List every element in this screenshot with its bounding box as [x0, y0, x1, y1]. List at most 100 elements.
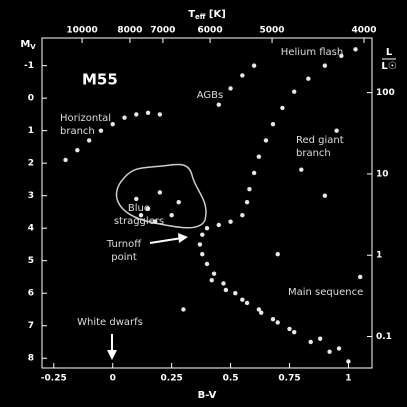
x-tick-label: 0.5 [223, 374, 239, 384]
star [204, 225, 210, 231]
annotation: Blue stragglers [114, 203, 164, 227]
y-tick-label: 1 [28, 126, 34, 136]
star [322, 63, 328, 68]
star [292, 330, 297, 335]
star [110, 121, 115, 127]
star [169, 212, 174, 218]
star [339, 53, 344, 59]
x2-tick-label: 4000 [351, 26, 376, 36]
star [334, 128, 339, 133]
star [322, 193, 328, 198]
star [86, 138, 92, 143]
star [63, 157, 68, 163]
star [138, 212, 144, 218]
x2-axis-label: Teff [K] [188, 9, 226, 21]
star [263, 138, 269, 143]
star [308, 339, 313, 345]
star [244, 300, 250, 306]
star [98, 128, 104, 133]
y2-tick-label: 100 [376, 88, 395, 98]
y2-label-den: L☉ [381, 61, 396, 72]
star [157, 190, 163, 195]
star [256, 154, 262, 159]
star [216, 222, 221, 228]
star [287, 326, 292, 332]
star [247, 186, 252, 192]
x-tick-label: 0 [110, 374, 116, 384]
star [346, 359, 351, 364]
y-tick-label: 0 [28, 94, 34, 104]
annotation: Red giant branch [296, 135, 344, 159]
star [270, 121, 276, 127]
star [251, 170, 257, 176]
star [240, 212, 245, 218]
star [358, 274, 363, 280]
star [306, 76, 311, 81]
star [197, 242, 203, 247]
y2-label-num: L [386, 47, 393, 58]
star [259, 310, 264, 315]
star [134, 112, 139, 117]
x2-tick-label: 5000 [260, 26, 285, 36]
y-tick-label: 5 [28, 256, 34, 266]
star [228, 219, 233, 224]
x-axis-label: B-V [198, 390, 217, 401]
star [221, 281, 226, 286]
y-tick-label: 7 [28, 321, 34, 331]
x2-tick-label: 7000 [150, 26, 175, 36]
star [200, 232, 205, 237]
star [275, 252, 280, 257]
y2-tick-label: 1 [376, 251, 382, 261]
y-tick-label: 6 [28, 289, 34, 299]
star [240, 73, 245, 78]
star [251, 63, 257, 68]
annotation: Main sequence [288, 287, 363, 298]
straggler-outline [115, 163, 207, 229]
annotation: Turnoff point [106, 239, 142, 263]
x2-tick-label: 6000 [198, 26, 223, 36]
star [244, 199, 250, 205]
star [145, 110, 151, 115]
star [317, 336, 323, 341]
star [233, 291, 238, 296]
y-tick-label: 8 [28, 354, 34, 364]
star [204, 261, 210, 267]
y2-tick-label: 10 [376, 169, 389, 179]
x2-tick-label: 10000 [66, 26, 97, 36]
annotation: White dwarfs [77, 317, 143, 328]
x2-tick-label: 8000 [117, 26, 142, 36]
star [223, 287, 229, 293]
star [181, 307, 186, 312]
star [228, 86, 233, 91]
y-tick-label: 4 [28, 224, 34, 234]
y-axis-label: MV [20, 39, 36, 51]
star [176, 199, 181, 205]
star [292, 89, 297, 94]
star [209, 278, 214, 283]
annotation: Horizontal branch [60, 113, 111, 137]
star [157, 112, 163, 117]
star [75, 147, 80, 153]
plot-frame [41, 37, 373, 369]
turnoff-arrowhead [178, 233, 188, 243]
annotation: Helium flash [281, 47, 343, 58]
y-tick-label: 2 [28, 159, 34, 169]
star [336, 346, 342, 351]
chart-title: M55 [82, 71, 118, 89]
y-tick-label: -1 [24, 61, 34, 71]
annotation: AGBs [197, 90, 223, 101]
star [216, 102, 221, 107]
star [145, 206, 151, 211]
star [270, 317, 276, 322]
star [240, 297, 245, 302]
star [134, 196, 139, 202]
wd-arrowhead [107, 350, 117, 360]
star [280, 105, 285, 111]
star [152, 219, 158, 224]
star [299, 167, 304, 172]
y-tick-label: 3 [28, 191, 34, 201]
turnoff-arrow [149, 237, 183, 244]
star [200, 252, 205, 257]
star [275, 320, 280, 325]
